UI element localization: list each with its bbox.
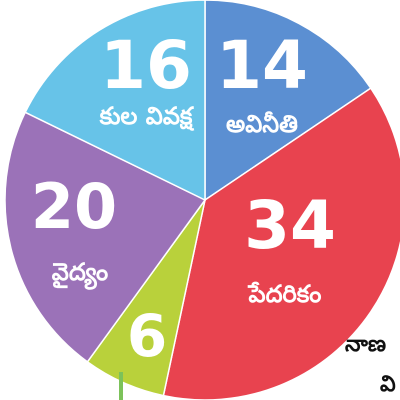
pie-labels: 14 అవినీతి 34 పేదరికం 620 వైద్యం 16కుల వివక్ష (31, 27, 336, 370)
caption-fragment-2: వి (380, 372, 396, 397)
slice-value-label: 16 (100, 27, 192, 104)
slice-value-label: 6 (127, 302, 167, 370)
slice-value-label: 34 (244, 187, 336, 264)
pie-slice (24, 0, 206, 202)
pie-slice (4, 111, 207, 363)
slice-category-label: వైద్యం (52, 258, 108, 290)
slice-category-label: పేదరికం (248, 280, 322, 308)
slice-category-label: అవినీతి (226, 110, 298, 138)
slice-category-label: కుల వివక్ష (99, 102, 195, 131)
pie-slice (204, 0, 372, 202)
pie-slice (162, 87, 400, 400)
pie-slices (4, 0, 400, 400)
slice-value-label: 14 (216, 27, 308, 104)
slice-value-label: 20 (31, 170, 117, 243)
caption-fragment-1: నాణ (345, 332, 387, 357)
